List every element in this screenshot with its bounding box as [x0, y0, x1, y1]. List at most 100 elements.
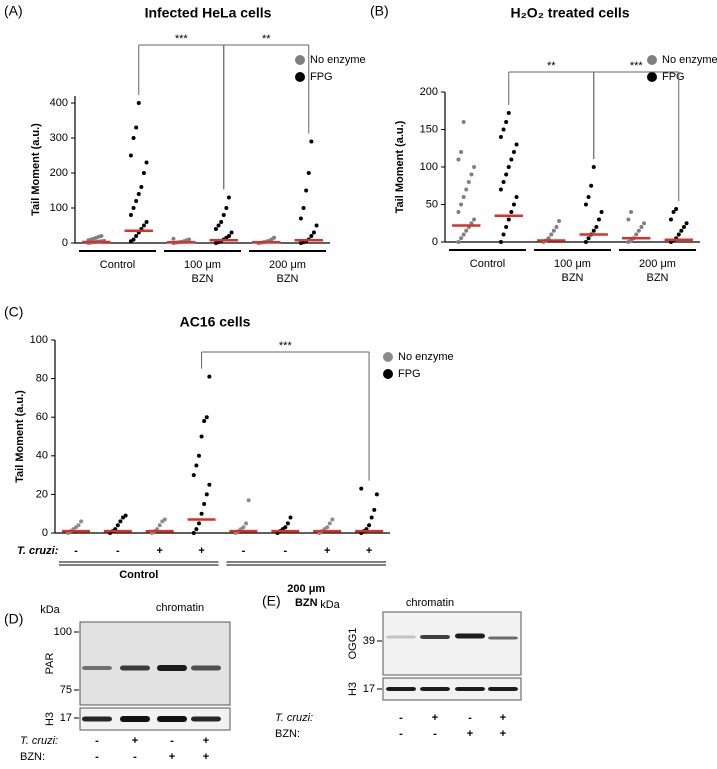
data-point	[554, 225, 559, 229]
y-tick-label: 100	[30, 334, 48, 346]
data-point	[456, 240, 461, 244]
data-point	[639, 225, 644, 229]
blot-band	[120, 665, 150, 671]
data-point	[246, 498, 251, 503]
data-point	[144, 220, 149, 224]
data-point	[191, 531, 196, 535]
data-point	[301, 206, 306, 210]
data-point	[459, 236, 464, 241]
data-point	[461, 232, 466, 237]
legend-marker	[647, 55, 657, 65]
data-point	[557, 219, 562, 223]
group-label: BZN	[295, 597, 318, 609]
data-point	[128, 213, 133, 217]
x-tick-label: BZN	[277, 273, 299, 285]
unit-label: kDa	[40, 604, 60, 616]
data-point	[674, 207, 679, 211]
panel-label: (D)	[4, 611, 23, 627]
blot-band	[386, 635, 416, 639]
data-point	[466, 180, 471, 184]
x-tick-label: BZN	[192, 273, 214, 285]
data-point	[372, 507, 377, 512]
condition-label: T. cruzi:	[20, 735, 58, 747]
condition-sign: +	[132, 735, 138, 747]
data-point	[241, 525, 246, 530]
data-point	[514, 195, 519, 199]
y-tick-label: 200	[420, 86, 438, 98]
data-point	[504, 172, 509, 177]
data-point	[501, 232, 506, 237]
x-tick-label: 200 μm	[269, 259, 306, 271]
data-point	[586, 236, 591, 241]
data-point	[131, 136, 136, 140]
y-tick-label: 150	[420, 123, 438, 135]
data-point	[330, 517, 335, 522]
significance-label: ***	[175, 33, 189, 45]
data-point	[194, 527, 199, 532]
marker-label: 17	[60, 712, 72, 724]
unit-label: kDa	[320, 599, 340, 611]
condition-label: BZN:	[275, 728, 300, 740]
group-label: Control	[119, 569, 158, 581]
data-point	[283, 525, 288, 530]
data-point	[213, 227, 218, 231]
data-point	[136, 192, 141, 196]
blot-band	[386, 687, 416, 691]
row-sign: -	[74, 545, 78, 557]
data-point	[194, 463, 199, 468]
data-point	[599, 210, 604, 214]
data-point	[325, 525, 330, 530]
data-point	[629, 210, 634, 214]
data-point	[583, 240, 588, 244]
data-point	[224, 206, 229, 210]
condition-sign: -	[399, 728, 403, 740]
legend-marker	[383, 369, 393, 379]
data-point	[374, 492, 379, 497]
data-point	[139, 185, 144, 189]
panel-label: (A)	[4, 3, 23, 19]
condition-sign: +	[432, 712, 438, 724]
data-point	[221, 213, 226, 217]
data-point	[229, 230, 234, 235]
data-point	[591, 165, 596, 169]
data-point	[285, 521, 290, 526]
legend-label: FPG	[662, 71, 685, 83]
condition-sign: -	[95, 751, 99, 763]
condition-sign: +	[500, 712, 506, 724]
data-point	[509, 210, 514, 214]
marker-label: 100	[54, 626, 72, 638]
legend-label: FPG	[398, 368, 421, 380]
blot-band	[455, 633, 485, 639]
data-point	[314, 223, 319, 228]
y-tick-label: 50	[426, 198, 438, 210]
chart-title: AC16 cells	[180, 314, 251, 330]
y-tick-label: 0	[42, 527, 48, 539]
data-point	[469, 172, 474, 177]
blot-band	[157, 716, 187, 722]
data-point	[551, 228, 556, 233]
condition-sign: +	[467, 728, 473, 740]
legend-label: No enzyme	[398, 351, 454, 363]
data-point	[511, 150, 516, 154]
data-point	[671, 210, 676, 214]
x-tick-label: 100 μm	[554, 258, 591, 270]
legend-marker	[647, 72, 657, 82]
data-point	[311, 230, 316, 235]
data-point	[199, 511, 204, 516]
legend-label: No enzyme	[662, 54, 717, 66]
data-point	[171, 236, 176, 241]
blot-band	[191, 716, 221, 722]
data-point	[76, 523, 81, 528]
row-label: T. cruzi:	[17, 545, 59, 557]
data-point	[506, 217, 511, 222]
condition-sign: +	[203, 751, 209, 763]
data-point	[118, 519, 123, 524]
data-point	[514, 142, 519, 147]
data-point	[288, 515, 293, 520]
data-point	[506, 165, 511, 169]
data-point	[498, 240, 503, 244]
data-point	[157, 523, 162, 528]
marker-label: 39	[363, 635, 375, 647]
data-point	[369, 515, 374, 520]
